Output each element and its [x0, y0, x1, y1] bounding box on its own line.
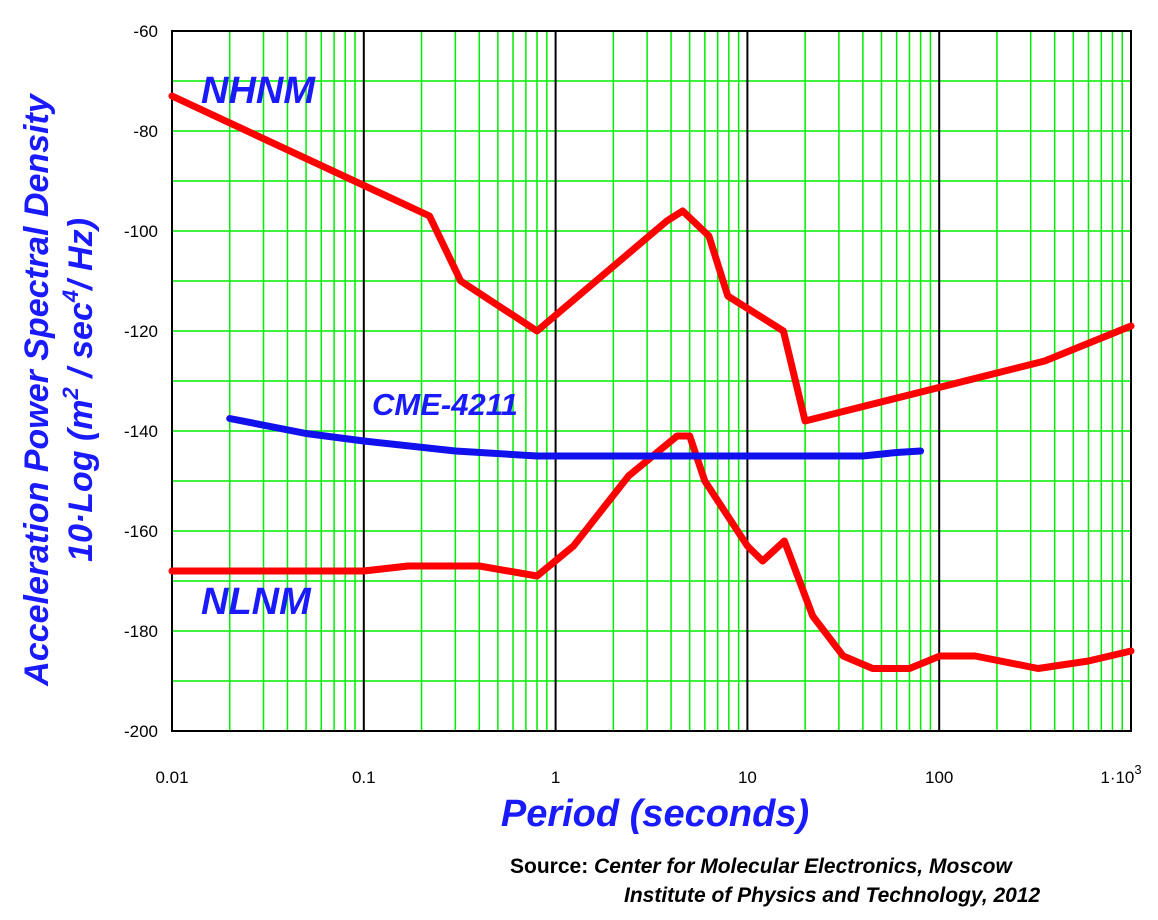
source-prefix: Source:	[510, 855, 589, 878]
y-tick-label: -80	[133, 122, 158, 141]
y-tick-label: -60	[133, 22, 158, 41]
series-label-nlnm: NLNM	[201, 581, 312, 623]
series-line-nlnm	[168, 432, 1135, 672]
plot-frame	[171, 30, 1132, 732]
x-axis-label: Period (seconds)	[501, 793, 809, 835]
source-credit: Source: Center for Molecular Electronics…	[510, 855, 1012, 879]
x-tick-label: 1·103	[1100, 762, 1141, 787]
x-tick-label: 10	[738, 768, 757, 787]
source-credit-line2: Institute of Physics and Technology, 201…	[624, 884, 1040, 908]
grid	[171, 30, 1132, 732]
series-label-cme-4211: CME-4211	[372, 387, 518, 422]
y-tick-label: -200	[124, 722, 158, 741]
x-tick-label: 100	[925, 768, 953, 787]
series-line-nhnm	[168, 92, 1135, 425]
x-axis-ticks: 0.01 0.1 1 10 100 1·103	[155, 762, 1141, 787]
x-tick-label: 0.1	[352, 768, 376, 787]
source-line2: Institute of Physics and Technology, 201…	[624, 884, 1041, 907]
x-tick-label: 0.01	[155, 768, 188, 787]
y-axis-label-line1: Acceleration Power Spectral Density	[18, 92, 56, 687]
series-group	[168, 92, 1135, 672]
y-tick-label: -180	[124, 622, 158, 641]
y-tick-label: -120	[124, 322, 158, 341]
x-tick-label-superscript: 3	[1134, 762, 1141, 777]
y-tick-label: -140	[124, 422, 158, 441]
y-tick-label: -160	[124, 522, 158, 541]
source-line1: Center for Molecular Electronics, Moscow	[594, 855, 1012, 878]
series-line-cme-4211	[226, 415, 925, 460]
series-label-nhnm: NHNM	[201, 70, 316, 112]
x-tick-label: 1	[551, 768, 560, 787]
y-tick-label: -100	[124, 222, 158, 241]
y-axis-label-line2: 10·Log (m2 / sec4/ Hz)	[58, 218, 100, 562]
y-axis-ticks: -60 -80 -100 -120 -140 -160 -180 -200	[124, 22, 158, 741]
